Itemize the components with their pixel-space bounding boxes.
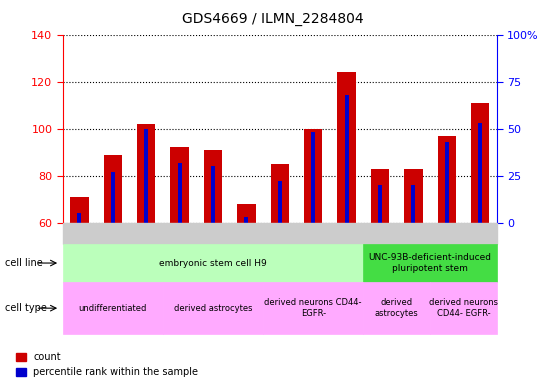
Bar — [271, 164, 289, 223]
Bar — [478, 123, 482, 223]
Text: derived astrocytes: derived astrocytes — [174, 304, 252, 313]
Bar — [144, 129, 149, 223]
Text: UNC-93B-deficient-induced
pluripotent stem: UNC-93B-deficient-induced pluripotent st… — [369, 253, 491, 273]
Bar — [337, 72, 356, 223]
Text: cell line: cell line — [5, 258, 43, 268]
Bar — [204, 150, 222, 223]
Bar — [111, 172, 115, 223]
Bar — [137, 124, 156, 223]
Bar — [345, 95, 348, 223]
Text: undifferentiated: undifferentiated — [79, 304, 147, 313]
Bar — [304, 129, 322, 223]
Bar — [245, 217, 248, 223]
Bar — [371, 169, 389, 223]
Bar — [70, 197, 88, 223]
Bar — [445, 142, 449, 223]
Bar — [311, 132, 315, 223]
Text: embryonic stem cell H9: embryonic stem cell H9 — [159, 258, 267, 268]
Bar — [404, 169, 423, 223]
Text: derived neurons
CD44- EGFR-: derived neurons CD44- EGFR- — [429, 298, 498, 318]
Bar — [278, 181, 282, 223]
Text: derived neurons CD44-
EGFR-: derived neurons CD44- EGFR- — [264, 298, 362, 318]
Bar — [170, 147, 189, 223]
Legend: count, percentile rank within the sample: count, percentile rank within the sample — [16, 353, 198, 377]
Text: cell type: cell type — [5, 303, 48, 313]
Text: derived
astrocytes: derived astrocytes — [375, 298, 419, 318]
Bar — [78, 214, 81, 223]
Bar — [411, 185, 416, 223]
Bar — [437, 136, 456, 223]
Bar — [238, 204, 256, 223]
Bar — [378, 185, 382, 223]
Bar — [104, 154, 122, 223]
Text: GDS4669 / ILMN_2284804: GDS4669 / ILMN_2284804 — [182, 12, 364, 25]
Bar — [177, 162, 182, 223]
Bar — [211, 166, 215, 223]
Bar — [471, 103, 489, 223]
